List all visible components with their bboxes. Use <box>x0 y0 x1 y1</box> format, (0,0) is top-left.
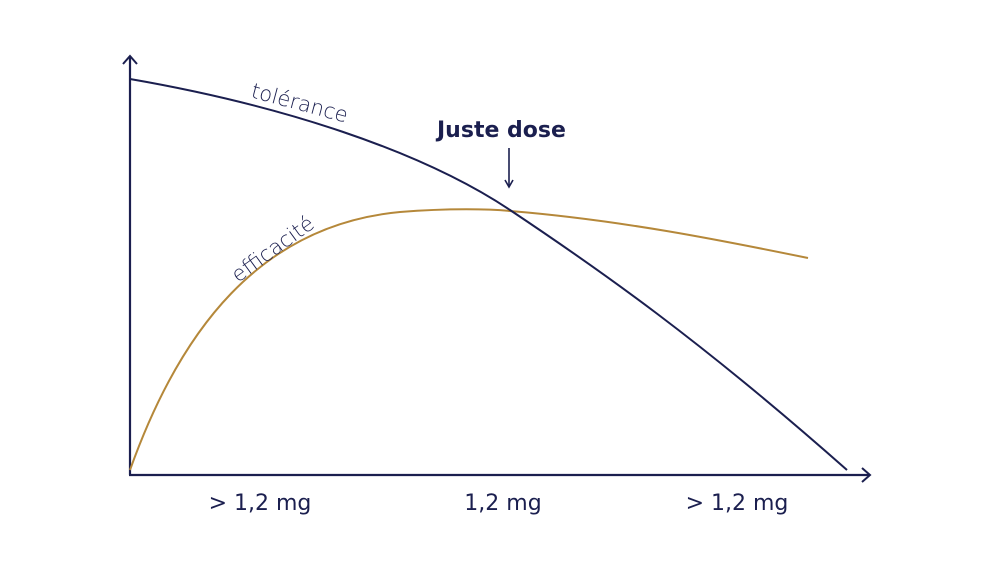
x-axis-arrow-icon <box>861 467 872 483</box>
tolerance-curve <box>129 78 848 471</box>
tolerance-label: tolérance <box>249 79 351 128</box>
y-axis-arrow-icon <box>122 54 138 65</box>
x-tick-label: > 1,2 mg <box>686 491 789 516</box>
x-axis <box>129 467 872 483</box>
efficacy-curve <box>129 208 809 471</box>
x-tick-label: 1,2 mg <box>464 491 541 516</box>
juste-dose-label: Juste dose <box>435 118 566 143</box>
efficacy-label: efficacité <box>227 211 319 287</box>
juste-dose-arrow-icon <box>504 148 514 189</box>
y-axis <box>122 54 138 475</box>
x-tick-label: > 1,2 mg <box>209 491 312 516</box>
